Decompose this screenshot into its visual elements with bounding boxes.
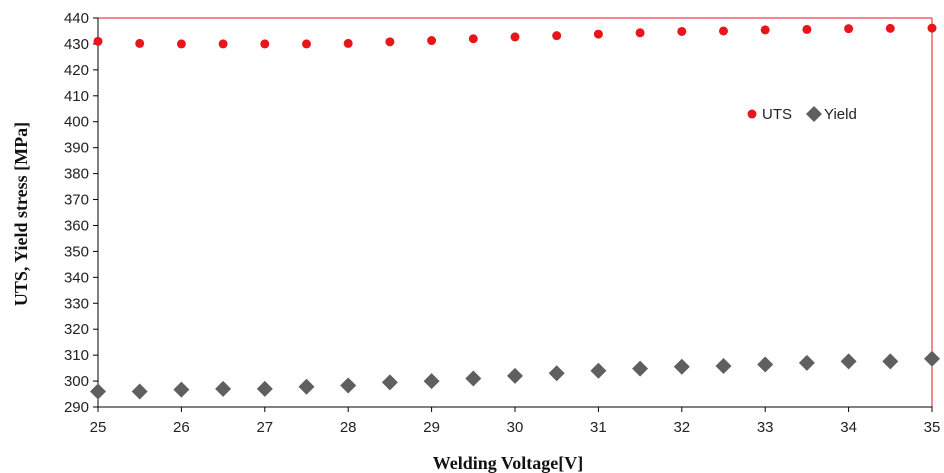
legend-yield-marker <box>806 106 822 122</box>
yield-point <box>882 353 899 370</box>
y-tick-label: 370 <box>64 192 89 209</box>
uts-point <box>635 28 645 38</box>
yield-point <box>590 362 607 379</box>
legend: UTS Yield <box>747 106 857 123</box>
series-yield <box>90 350 940 400</box>
yield-point <box>507 367 523 384</box>
yield-point <box>90 383 106 400</box>
x-tick-label: 27 <box>256 419 273 436</box>
legend-yield-label: Yield <box>824 106 857 123</box>
x-tick-label: 26 <box>173 419 190 436</box>
yield-point <box>798 354 815 371</box>
y-tick-label: 420 <box>64 62 89 79</box>
uts-point <box>552 31 562 41</box>
series-uts <box>93 23 937 49</box>
x-tick-label: 25 <box>90 419 107 436</box>
uts-point <box>719 26 728 36</box>
x-tick-label: 31 <box>590 419 607 436</box>
legend-uts-label: UTS <box>762 106 792 123</box>
y-tick-label: 340 <box>64 269 89 286</box>
yield-point <box>381 374 398 391</box>
x-tick-label: 32 <box>673 419 690 436</box>
chart-axes <box>93 17 933 412</box>
uts-point <box>176 39 186 49</box>
uts-point <box>135 38 145 48</box>
x-tick-label: 35 <box>924 419 941 436</box>
uts-point <box>427 36 437 46</box>
uts-point <box>844 24 854 34</box>
uts-point <box>343 38 353 48</box>
x-axis-label: Welding Voltage[V] <box>433 453 584 473</box>
x-tick-label: 29 <box>423 419 440 436</box>
yield-point <box>840 353 857 370</box>
yield-point <box>298 378 315 395</box>
uts-point <box>593 29 603 39</box>
uts-point <box>677 26 687 36</box>
yield-point <box>924 350 940 367</box>
y-axis-label: UTS, Yield stress [MPa] <box>11 122 31 306</box>
yield-point <box>256 380 273 397</box>
y-tick-labels: 290 300 310 320 330 340 350 360 370 380 390 400 410 4… <box>64 10 89 416</box>
y-tick-label: 400 <box>64 114 89 131</box>
x-tick-labels: 25 26 27 28 29 30 31 32 33 34 35 <box>90 419 941 436</box>
uts-point <box>385 37 395 47</box>
uts-point <box>218 39 228 49</box>
yield-point <box>131 383 148 400</box>
uts-point <box>885 23 895 33</box>
x-tick-label: 33 <box>757 419 774 436</box>
uts-point <box>927 23 937 33</box>
x-tick-label: 30 <box>507 419 524 436</box>
x-tick-label: 28 <box>340 419 357 436</box>
y-tick-label: 300 <box>64 373 89 390</box>
yield-point <box>715 358 732 375</box>
yield-point <box>423 373 440 390</box>
data-marks <box>90 23 940 400</box>
y-tick-label: 290 <box>64 399 89 416</box>
x-tick-label: 34 <box>840 419 857 436</box>
yield-point <box>673 358 690 375</box>
yield-point <box>465 370 482 387</box>
uts-point <box>760 25 770 35</box>
uts-point <box>510 32 520 42</box>
y-tick-label: 330 <box>64 295 89 312</box>
uts-point <box>93 36 103 46</box>
uts-point <box>468 34 478 44</box>
y-tick-label: 350 <box>64 243 89 260</box>
uts-point <box>260 39 270 49</box>
y-tick-label: 380 <box>64 166 89 183</box>
uts-point <box>802 24 812 34</box>
y-tick-label: 390 <box>64 140 89 157</box>
y-tick-label: 320 <box>64 321 89 338</box>
yield-point <box>340 377 357 394</box>
yield-point <box>757 356 774 373</box>
y-tick-label: 310 <box>64 347 89 364</box>
yield-point <box>215 380 232 397</box>
y-tick-label: 440 <box>64 10 89 27</box>
yield-point <box>548 365 565 382</box>
yield-point <box>173 381 190 398</box>
y-tick-label: 360 <box>64 217 89 234</box>
yield-point <box>632 360 649 377</box>
y-tick-label: 410 <box>64 88 89 105</box>
y-tick-label: 430 <box>64 36 89 53</box>
legend-uts-marker <box>747 109 757 119</box>
uts-point <box>302 39 311 49</box>
